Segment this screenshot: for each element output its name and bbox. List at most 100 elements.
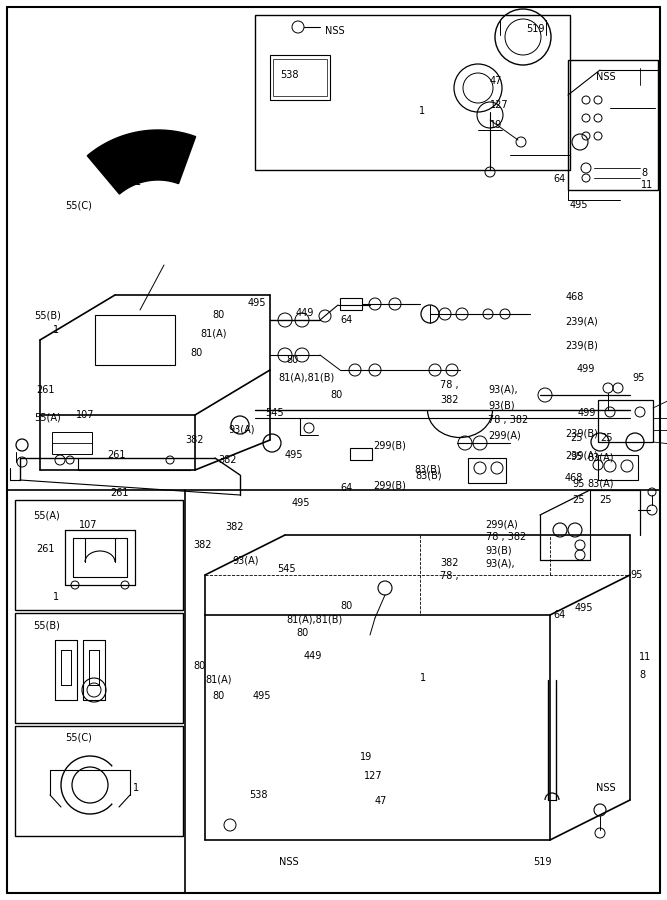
Text: 93(B): 93(B) [486, 545, 512, 555]
Text: 239(B): 239(B) [565, 428, 598, 438]
Text: 8: 8 [641, 168, 647, 178]
Text: 80: 80 [212, 691, 224, 701]
Text: 25: 25 [570, 433, 582, 443]
Text: 47: 47 [490, 76, 502, 86]
Text: 495: 495 [291, 498, 310, 508]
Text: 261: 261 [36, 385, 55, 395]
Text: 80: 80 [193, 661, 205, 670]
Text: NSS: NSS [596, 72, 616, 82]
Text: 95: 95 [570, 452, 582, 462]
Text: 11: 11 [641, 180, 653, 190]
Bar [598, 400, 653, 442]
Text: 1: 1 [53, 325, 59, 335]
Text: 382: 382 [193, 540, 212, 550]
Text: 25: 25 [572, 495, 585, 505]
Text: 93(A): 93(A) [232, 555, 259, 565]
Bar [15, 500, 183, 610]
Bar [273, 59, 327, 96]
Bar [52, 432, 92, 454]
Bar [270, 55, 330, 100]
Bar [350, 448, 372, 460]
Text: 11: 11 [639, 652, 651, 662]
Text: 81(A): 81(A) [200, 328, 227, 338]
Text: 93(B): 93(B) [488, 400, 515, 410]
Polygon shape [87, 130, 195, 194]
Text: 55(C): 55(C) [65, 733, 92, 743]
Text: 449: 449 [296, 308, 314, 318]
Bar [255, 15, 570, 170]
Text: 55(B): 55(B) [33, 620, 60, 630]
Text: 382: 382 [440, 395, 458, 405]
Text: 55(A): 55(A) [33, 510, 60, 520]
Text: 93(A),: 93(A), [486, 558, 515, 568]
Bar [95, 315, 175, 365]
Text: 127: 127 [364, 771, 382, 781]
Text: 95: 95 [572, 479, 585, 489]
Text: 1: 1 [420, 673, 426, 683]
Text: 19: 19 [360, 752, 372, 761]
Text: 81(A): 81(A) [205, 675, 232, 685]
Text: 95: 95 [630, 570, 643, 580]
Text: 299(A): 299(A) [488, 430, 521, 440]
Text: 64: 64 [340, 315, 352, 325]
Text: 495: 495 [252, 691, 271, 701]
Text: 78 ,: 78 , [440, 380, 459, 390]
Text: 81(A),81(B): 81(A),81(B) [278, 373, 334, 383]
Text: 299(A): 299(A) [486, 519, 518, 529]
Text: 1: 1 [133, 783, 139, 793]
Text: 19: 19 [490, 120, 502, 130]
Text: 83(A): 83(A) [587, 479, 614, 489]
Text: 499: 499 [578, 408, 596, 418]
Text: 449: 449 [303, 651, 322, 661]
Text: 239(B): 239(B) [566, 340, 598, 350]
Text: 80: 80 [297, 628, 309, 638]
Text: 239(A): 239(A) [566, 317, 598, 327]
Text: 261: 261 [110, 488, 129, 498]
Text: 80: 80 [340, 601, 352, 611]
Text: 545: 545 [265, 408, 283, 418]
Text: 261: 261 [37, 544, 55, 554]
Text: 80: 80 [286, 355, 298, 365]
Text: 519: 519 [526, 24, 544, 34]
Text: 382: 382 [225, 522, 244, 532]
Text: 64: 64 [553, 610, 565, 620]
Bar [568, 60, 658, 190]
Text: 382: 382 [185, 435, 203, 445]
Text: 55(B): 55(B) [35, 310, 61, 320]
Text: 55(A): 55(A) [35, 412, 61, 422]
Text: 107: 107 [76, 410, 95, 420]
Text: 25: 25 [600, 433, 612, 443]
Text: 1: 1 [419, 106, 425, 116]
Text: 93(A),: 93(A), [488, 385, 518, 395]
Text: 545: 545 [277, 564, 295, 574]
Text: 468: 468 [566, 292, 584, 302]
Text: 80: 80 [190, 348, 202, 358]
Text: 382: 382 [218, 455, 237, 465]
Text: 47: 47 [375, 796, 388, 806]
Bar [15, 613, 183, 723]
Text: 261: 261 [107, 450, 125, 460]
Bar [15, 726, 183, 836]
Text: 519: 519 [534, 857, 552, 867]
Text: 495: 495 [285, 450, 303, 460]
Text: 55(C): 55(C) [65, 201, 92, 211]
Text: 64: 64 [340, 483, 352, 493]
Text: 107: 107 [79, 520, 97, 530]
Text: 83(A): 83(A) [587, 452, 614, 462]
Text: 25: 25 [599, 495, 612, 505]
Text: 299(B): 299(B) [374, 481, 406, 491]
Text: 538: 538 [249, 790, 267, 800]
Bar [468, 458, 506, 483]
Text: 495: 495 [570, 200, 588, 210]
Text: 8: 8 [639, 670, 645, 680]
Text: NSS: NSS [596, 783, 615, 793]
Text: 239(A): 239(A) [565, 450, 598, 460]
Text: 382: 382 [440, 558, 459, 568]
Text: 93(A): 93(A) [228, 425, 255, 435]
Text: 1: 1 [53, 592, 59, 602]
Text: 1: 1 [135, 177, 141, 187]
Text: 78 , 382: 78 , 382 [488, 415, 528, 425]
Text: 495: 495 [248, 298, 267, 308]
Bar [598, 455, 638, 480]
Text: 499: 499 [577, 364, 596, 374]
